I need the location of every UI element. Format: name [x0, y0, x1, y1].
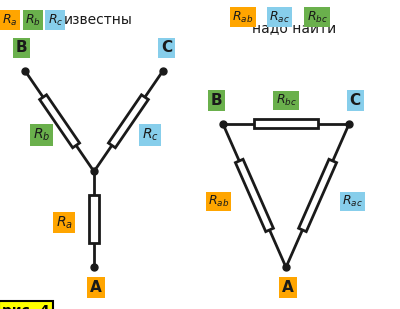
- Polygon shape: [236, 159, 273, 232]
- Polygon shape: [40, 95, 80, 148]
- Text: $R_b$: $R_b$: [33, 127, 50, 143]
- Text: $R_c$: $R_c$: [48, 13, 63, 28]
- Text: $R_{bc}$: $R_{bc}$: [307, 10, 328, 24]
- Text: $R_{ac}$: $R_{ac}$: [342, 194, 363, 209]
- Text: $R_a$: $R_a$: [56, 214, 72, 231]
- Text: $R_{bc}$: $R_{bc}$: [276, 93, 296, 108]
- Text: C: C: [161, 40, 172, 55]
- Text: C: C: [350, 93, 361, 108]
- Text: $R_c$: $R_c$: [142, 127, 159, 143]
- Polygon shape: [108, 95, 148, 148]
- Text: рис. 4: рис. 4: [2, 304, 50, 309]
- Polygon shape: [254, 119, 318, 128]
- Text: $R_{ac}$: $R_{ac}$: [269, 10, 290, 24]
- Text: известны: известны: [64, 13, 132, 27]
- Polygon shape: [89, 195, 99, 243]
- Text: $R_b$: $R_b$: [25, 13, 41, 28]
- Text: B: B: [211, 93, 223, 108]
- Text: A: A: [90, 280, 102, 295]
- Polygon shape: [299, 159, 336, 232]
- Text: B: B: [15, 40, 27, 55]
- Text: A: A: [282, 280, 294, 295]
- Text: $R_{ab}$: $R_{ab}$: [232, 10, 253, 24]
- Text: $R_{ab}$: $R_{ab}$: [208, 194, 229, 209]
- Text: надо найти: надо найти: [252, 21, 336, 36]
- Text: $R_a$: $R_a$: [2, 13, 18, 28]
